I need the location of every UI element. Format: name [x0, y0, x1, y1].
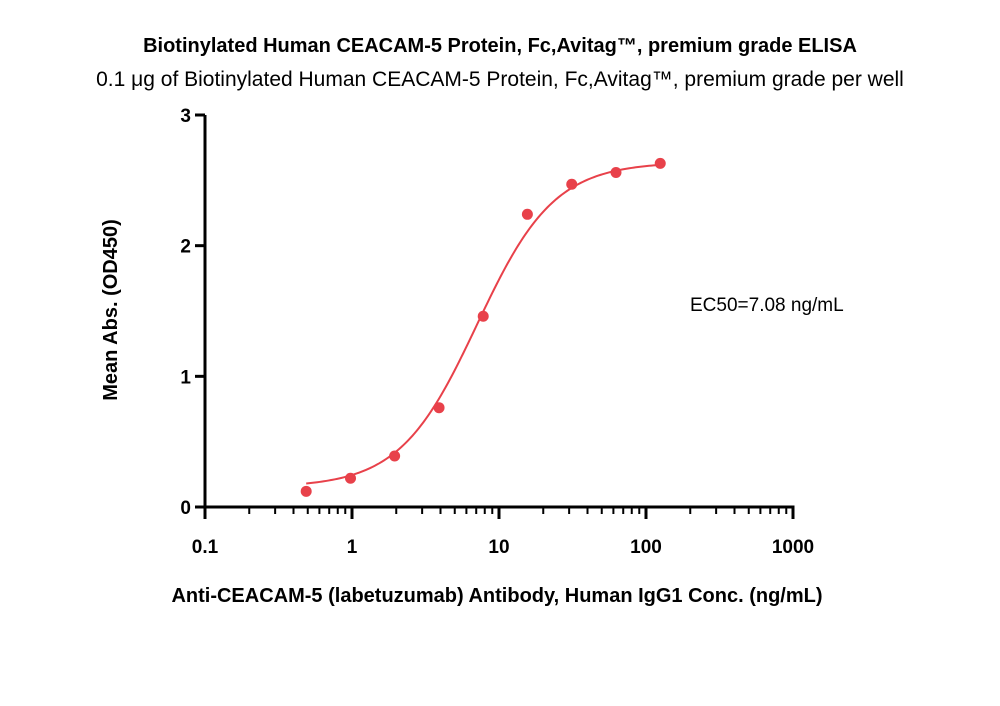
y-tick-label: 1 — [180, 367, 191, 388]
fit-curve — [306, 163, 661, 485]
y-axis-label: Mean Abs. (OD450) — [100, 219, 122, 401]
data-point — [566, 178, 578, 190]
y-tick-label: 3 — [180, 106, 191, 127]
data-point — [477, 310, 489, 322]
y-tick-label: 0 — [180, 498, 191, 519]
x-tick-label: 10 — [488, 537, 509, 558]
x-tick-label: 1000 — [772, 537, 814, 558]
data-point — [300, 485, 312, 497]
x-tick-label: 100 — [630, 537, 662, 558]
data-point — [389, 450, 401, 462]
x-axis-label: Anti-CEACAM-5 (labetuzumab) Antibody, Hu… — [171, 585, 822, 607]
ec50-annotation: EC50=7.08 ng/mL — [690, 295, 844, 316]
x-tick-label: 0.1 — [192, 537, 219, 558]
data-point — [345, 472, 357, 484]
data-point — [654, 157, 666, 169]
data-point — [521, 208, 533, 220]
chart-title: Biotinylated Human CEACAM-5 Protein, Fc,… — [143, 35, 857, 57]
y-tick-label: 2 — [180, 237, 191, 258]
data-point — [610, 166, 622, 178]
x-tick-label: 1 — [347, 537, 358, 558]
plot-area: 0 1 2 3 0.1 1 10 100 1000 — [180, 106, 814, 558]
data-point — [433, 402, 445, 414]
chart-subtitle: 0.1 μg of Biotinylated Human CEACAM-5 Pr… — [96, 68, 904, 91]
